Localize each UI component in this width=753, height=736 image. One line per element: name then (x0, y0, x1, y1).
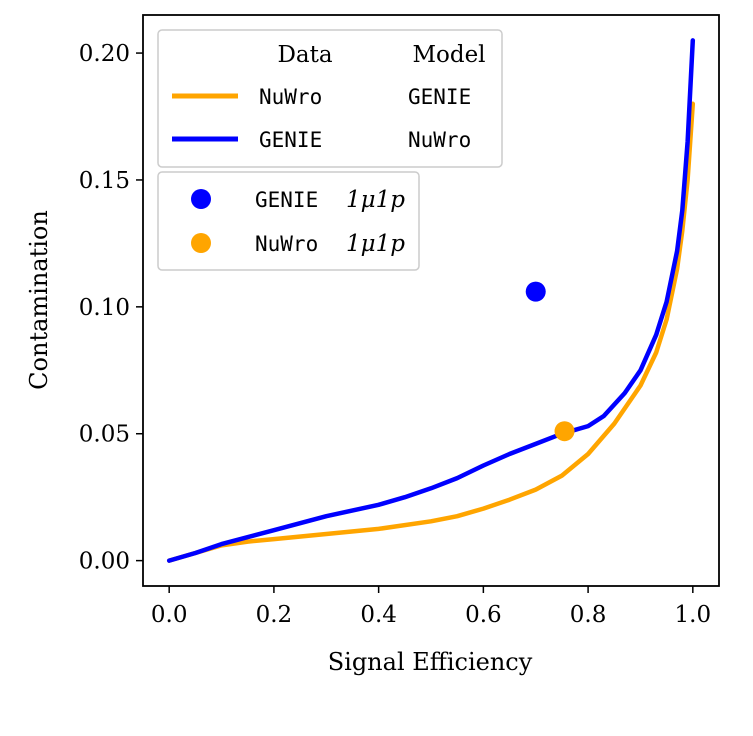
legend-point1-math: 1μ1p (346, 187, 405, 213)
scatter-point-genie (525, 281, 546, 302)
y-tick-label: 0.10 (79, 295, 130, 321)
legend-point1-mono: GENIE (255, 188, 318, 212)
legend-row1-data: NuWro (259, 85, 322, 109)
legend-row1-model: GENIE (408, 85, 471, 109)
y-axis-label: Contamination (25, 210, 53, 390)
y-tick-label: 0.05 (79, 422, 130, 448)
legend-lines-box (157, 29, 503, 168)
legend-row2-data: GENIE (259, 128, 322, 152)
y-axis-ticks: 0.00 0.05 0.10 0.15 0.20 (79, 41, 143, 575)
x-tick-label: 0.4 (360, 602, 397, 628)
legend-header-model: Model (412, 42, 485, 68)
legend-row2-model: NuWro (408, 128, 471, 152)
legend-point2-mono: NuWro (255, 232, 318, 256)
legend-swatch-point-orange (191, 233, 211, 253)
series-lines (166, 38, 696, 563)
legend-points-box (157, 171, 420, 271)
x-tick-label: 0.2 (256, 602, 293, 628)
legend-lines: Data Model NuWro GENIE GENIE NuWro (157, 29, 503, 168)
x-tick-label: 0.8 (570, 602, 607, 628)
series-line-blue (166, 38, 696, 563)
y-tick-label: 0.20 (79, 41, 130, 67)
x-tick-label: 1.0 (675, 602, 712, 628)
x-tick-label: 0.6 (465, 602, 502, 628)
x-tick-label: 0.0 (151, 602, 188, 628)
plot-frame (142, 14, 720, 587)
x-axis-ticks: 0.0 0.2 0.4 0.6 0.8 1.0 (151, 586, 711, 628)
scatter-point-nuwro (554, 421, 575, 442)
legend-header-data: Data (277, 42, 332, 68)
y-tick-label: 0.15 (79, 168, 130, 194)
legend-swatch-point-blue (191, 189, 211, 209)
series-line-orange (166, 101, 696, 563)
legend-point2-math: 1μ1p (346, 231, 405, 257)
y-tick-label: 0.00 (79, 549, 130, 575)
x-axis-label: Signal Efficiency (328, 648, 533, 676)
legend-points: GENIE 1μ1p NuWro 1μ1p (157, 171, 420, 271)
scatter-points (525, 281, 575, 442)
